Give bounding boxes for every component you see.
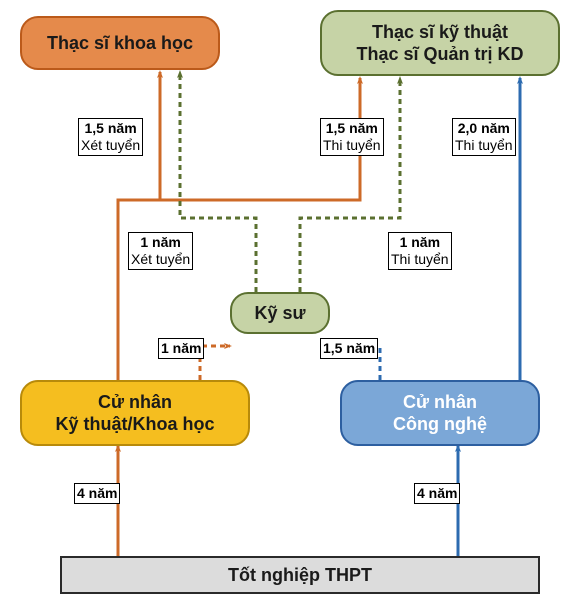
- node-engineer: Kỹ sư: [230, 292, 330, 334]
- edge-label-l_20_thituyen: 2,0 nămThi tuyển: [452, 118, 516, 156]
- edge-label-l_1_xettuyen: 1 nămXét tuyển: [128, 232, 193, 270]
- flow-arrow: [300, 78, 400, 292]
- node-bachelor_sci: Cử nhân Kỹ thuật/Khoa học: [20, 380, 250, 446]
- edge-label-l_15y: 1,5 năm: [320, 338, 378, 359]
- flow-arrow: [200, 346, 230, 380]
- node-bachelor_tech: Cử nhân Công nghệ: [340, 380, 540, 446]
- edge-label-l_1_thituyen: 1 nămThi tuyển: [388, 232, 452, 270]
- edge-label-l_4y_right: 4 năm: [414, 483, 460, 504]
- node-highschool: Tốt nghiệp THPT: [60, 556, 540, 594]
- node-ms_science: Thạc sĩ khoa học: [20, 16, 220, 70]
- edge-label-l_4y_left: 4 năm: [74, 483, 120, 504]
- edge-label-l_15_thituyen: 1,5 nămThi tuyển: [320, 118, 384, 156]
- edge-label-l_1y: 1 năm: [158, 338, 204, 359]
- node-ms_eng_biz: Thạc sĩ kỹ thuật Thạc sĩ Quản trị KD: [320, 10, 560, 76]
- edge-label-l_15_xettuyen: 1,5 nămXét tuyển: [78, 118, 143, 156]
